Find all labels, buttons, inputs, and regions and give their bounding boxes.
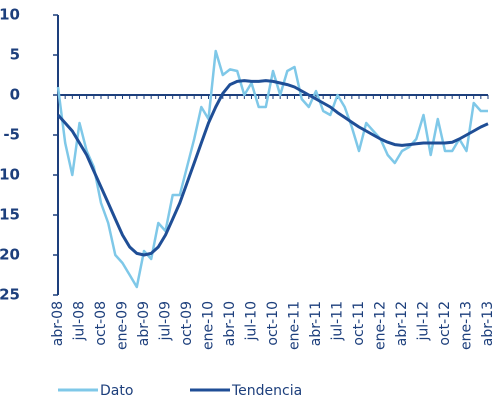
x-tick-label: abr-09 — [136, 301, 152, 346]
y-tick-label: -5 — [3, 126, 20, 144]
x-tick-label: jul-10 — [244, 301, 260, 342]
series-line — [56, 49, 488, 289]
x-tick-label: ene-09 — [115, 301, 131, 350]
y-tick-label: -25 — [0, 286, 20, 304]
y-tick-label: -20 — [0, 246, 20, 264]
y-tick-label: 5 — [10, 46, 20, 64]
x-tick-label: jul-09 — [158, 301, 174, 342]
x-tick-label: oct-12 — [437, 301, 453, 346]
x-tick-label: ene-13 — [459, 301, 475, 350]
y-tick-label: 10 — [0, 6, 20, 24]
x-tick-label: ene-11 — [287, 301, 303, 350]
series-line — [56, 79, 489, 257]
legend-label: Tendencia — [231, 383, 302, 399]
y-tick-label: 0 — [10, 86, 20, 104]
x-tick-label: ene-12 — [373, 301, 389, 350]
x-tick-label: abr-13 — [480, 301, 496, 346]
x-tick-label: ene-10 — [201, 301, 217, 350]
x-tick-label: jul-11 — [330, 301, 346, 342]
x-tick-label: abr-08 — [50, 301, 66, 346]
x-tick-label: oct-09 — [179, 301, 195, 346]
x-tick-label: jul-12 — [416, 301, 432, 342]
x-tick-label: oct-08 — [93, 301, 109, 346]
x-tick-label: jul-08 — [72, 301, 88, 342]
y-tick-label: -15 — [0, 206, 20, 224]
x-tick-label: abr-10 — [222, 301, 238, 346]
x-tick-label: oct-10 — [265, 301, 281, 346]
x-tick-label: abr-12 — [394, 301, 410, 346]
y-tick-label: -10 — [0, 166, 20, 184]
x-tick-label: abr-11 — [308, 301, 324, 346]
legend-label: Dato — [100, 383, 133, 399]
x-tick-label: oct-11 — [351, 301, 367, 346]
